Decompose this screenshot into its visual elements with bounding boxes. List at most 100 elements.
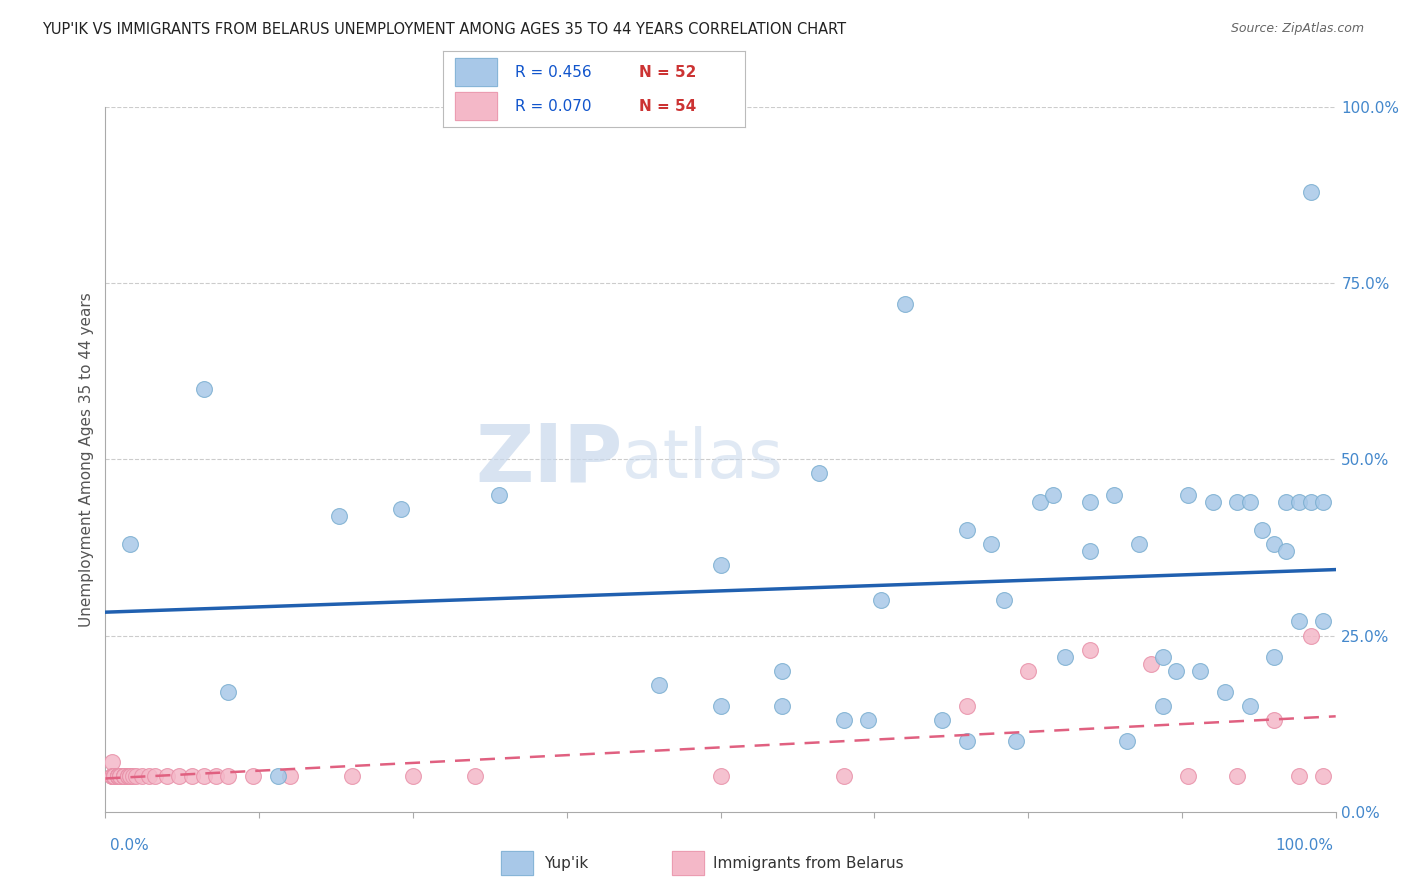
Point [710,769,733,784]
Point [117,769,139,784]
Point [340,769,363,784]
Point [1078,544,1101,558]
Point [112,769,135,784]
Point [1312,769,1334,784]
Point [120,537,141,551]
Point [107,769,129,784]
Point [193,382,215,396]
Point [1189,664,1212,678]
Point [120,769,141,784]
Point [180,769,202,784]
Point [1078,642,1101,657]
Point [1153,699,1175,714]
Point [1054,649,1077,664]
Point [1029,494,1052,508]
Point [1115,734,1137,748]
Point [103,769,125,784]
Point [1275,544,1298,558]
Point [103,769,125,784]
Point [218,769,240,784]
Point [278,769,301,784]
Point [107,769,129,784]
Point [858,713,880,727]
Point [125,769,148,784]
Point [110,769,132,784]
Point [100,769,122,784]
Point [143,769,166,784]
Point [103,769,125,784]
Bar [456,92,498,120]
Point [1263,537,1285,551]
Text: 0.0%: 0.0% [110,838,149,853]
Point [1288,494,1310,508]
Point [1312,615,1334,629]
Point [1164,664,1187,678]
Point [112,769,135,784]
Point [956,699,979,714]
Point [138,769,160,784]
Text: Yup'ik: Yup'ik [544,855,588,871]
Point [1251,523,1274,537]
Bar [501,851,533,875]
Point [894,297,917,311]
Text: YUP'IK VS IMMIGRANTS FROM BELARUS UNEMPLOYMENT AMONG AGES 35 TO 44 YEARS CORRELA: YUP'IK VS IMMIGRANTS FROM BELARUS UNEMPL… [42,22,846,37]
Point [956,523,979,537]
Point [120,769,141,784]
Point [107,769,129,784]
Point [980,537,1002,551]
Point [931,713,953,727]
Bar [456,92,498,120]
Point [402,769,425,784]
Point [242,769,264,784]
Point [869,593,891,607]
Y-axis label: Unemployment Among Ages 35 to 44 years: Unemployment Among Ages 35 to 44 years [79,292,94,627]
Point [1312,494,1334,508]
Point [1226,769,1249,784]
Point [328,508,350,523]
Point [112,769,135,784]
Point [1177,769,1199,784]
Point [1288,769,1310,784]
Point [103,769,125,784]
Text: R = 0.456: R = 0.456 [516,64,592,79]
Point [1226,494,1249,508]
Text: 100.0%: 100.0% [1275,838,1333,853]
Bar [456,58,498,86]
Bar [672,851,703,875]
Point [1288,615,1310,629]
Point [710,699,733,714]
Point [464,769,486,784]
Point [110,769,132,784]
Point [1153,649,1175,664]
Bar [501,851,533,875]
Point [1017,664,1039,678]
Point [1202,494,1225,508]
Point [1263,713,1285,727]
Point [956,734,979,748]
Bar [456,58,498,86]
Point [107,769,129,784]
Point [389,501,412,516]
Point [770,664,793,678]
Point [1177,487,1199,501]
Text: Source: ZipAtlas.com: Source: ZipAtlas.com [1230,22,1364,36]
Point [267,769,290,784]
Point [107,769,129,784]
Point [1128,537,1150,551]
Point [1301,628,1323,642]
Point [1004,734,1026,748]
Point [1275,494,1298,508]
Point [100,769,122,784]
Point [205,769,228,784]
Point [710,558,733,573]
Point [110,769,132,784]
Point [832,713,855,727]
Bar [672,851,703,875]
Point [107,769,129,784]
Point [1213,685,1236,699]
Point [100,756,122,770]
Point [1239,494,1261,508]
Point [218,685,240,699]
Point [112,769,135,784]
Point [156,769,179,784]
